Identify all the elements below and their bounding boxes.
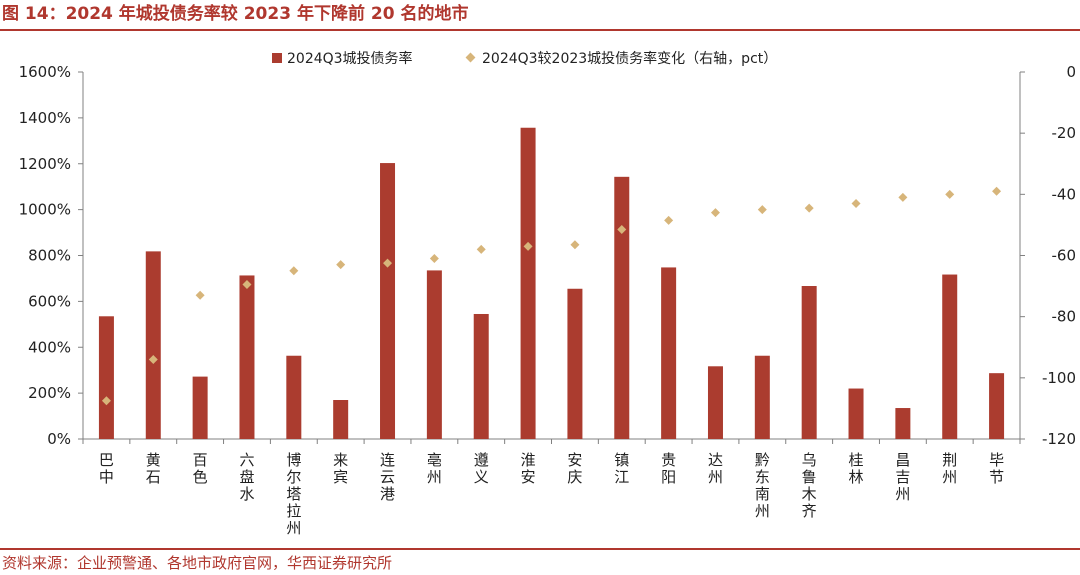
category-label: 遵义	[474, 451, 489, 486]
category-label: 淮安	[521, 451, 536, 486]
diamond-marker	[664, 215, 674, 225]
diamond-marker	[336, 260, 346, 270]
marker-series	[101, 186, 1002, 406]
category-label: 桂林	[849, 451, 864, 486]
bar-series	[98, 127, 1005, 439]
legend-marker-label: 2024Q3较2023城投债务率变化（右轴，pct）	[482, 50, 777, 67]
diamond-marker	[476, 244, 486, 254]
category-label: 黔东南州	[755, 451, 770, 520]
category-label: 安庆	[567, 451, 582, 486]
left-tick-label: 1400%	[19, 109, 71, 127]
diamond-marker	[289, 266, 299, 276]
source-note: 资料来源：企业预警通、各地市政府官网，华西证券研究所	[2, 554, 393, 572]
bar	[286, 355, 302, 439]
category-label: 毕节	[989, 451, 1004, 486]
category-label: 昌吉州	[895, 451, 910, 503]
legend-marker-swatch	[465, 52, 476, 63]
bar	[895, 408, 911, 439]
right-tick-label: -40	[1052, 185, 1077, 203]
bar	[473, 313, 489, 439]
bar	[614, 176, 630, 439]
diamond-marker	[710, 208, 720, 218]
bar	[754, 355, 770, 439]
diamond-marker	[242, 280, 252, 290]
bar	[567, 288, 583, 439]
category-label: 镇江	[614, 451, 629, 486]
diamond-marker	[898, 192, 908, 202]
diamond-marker	[992, 186, 1002, 196]
bar	[426, 270, 442, 439]
category-label: 荆州	[942, 451, 957, 486]
left-tick-label: 800%	[28, 247, 71, 265]
right-tick-label: -120	[1042, 430, 1076, 448]
chart-title: 图 14：2024 年城投债务率较 2023 年下降前 20 名的地市	[2, 4, 469, 24]
bar	[239, 275, 255, 439]
left-tick-label: 1200%	[19, 155, 71, 173]
diamond-marker	[523, 241, 533, 251]
category-label: 亳州	[427, 451, 442, 486]
diamond-marker	[804, 203, 814, 213]
diamond-marker	[570, 240, 580, 250]
category-label: 来宾	[333, 451, 348, 486]
bar-scatter-chart: 2024Q3城投债务率 2024Q3较2023城投债务率变化（右轴，pct） 0…	[19, 50, 1076, 537]
category-label: 乌鲁木齐	[802, 451, 817, 520]
diamond-marker	[757, 205, 767, 215]
bar	[333, 400, 349, 439]
diamond-marker	[851, 199, 861, 209]
left-tick-label: 600%	[28, 292, 71, 310]
legend-bar-label: 2024Q3城投债务率	[287, 50, 413, 67]
diamond-marker	[148, 354, 158, 364]
left-tick-label: 1000%	[19, 201, 71, 219]
bar	[707, 366, 723, 439]
category-label: 博尔塔拉州	[286, 451, 301, 537]
category-label: 六盘水	[239, 451, 254, 503]
bar	[989, 373, 1005, 439]
diamond-marker	[383, 258, 393, 268]
category-label: 黄石	[146, 451, 161, 486]
bottom-divider	[0, 548, 1080, 550]
left-tick-label: 400%	[28, 338, 71, 356]
diamond-marker	[101, 396, 111, 406]
diamond-marker	[195, 290, 205, 300]
right-tick-label: -100	[1042, 369, 1076, 387]
category-label: 巴中	[99, 451, 114, 486]
axes: 0% 200% 400% 600% 800% 1000% 1200% 1400% 1600% 0 -…	[19, 63, 1076, 448]
bar	[520, 127, 536, 439]
category-label: 达州	[708, 451, 723, 486]
bar	[98, 316, 114, 439]
right-tick-label: -20	[1052, 124, 1077, 142]
bar	[801, 286, 817, 439]
left-tick-label: 200%	[28, 384, 71, 402]
bar	[192, 376, 208, 439]
bar	[848, 388, 864, 439]
legend: 2024Q3城投债务率 2024Q3较2023城投债务率变化（右轴，pct）	[272, 50, 777, 67]
left-tick-label: 0%	[47, 430, 71, 448]
right-tick-label: -80	[1052, 308, 1077, 326]
legend-bar-swatch	[272, 53, 282, 63]
diamond-marker	[945, 189, 955, 199]
bar	[145, 251, 161, 439]
top-divider	[0, 29, 1080, 31]
bar	[661, 267, 677, 439]
category-label: 贵阳	[661, 451, 676, 486]
bar	[380, 163, 396, 439]
bar	[942, 274, 958, 439]
left-tick-label: 1600%	[19, 63, 71, 81]
category-label: 连云港	[380, 451, 395, 503]
diamond-marker	[617, 225, 627, 235]
diamond-marker	[429, 254, 439, 264]
right-tick-label: 0	[1066, 63, 1076, 81]
category-label: 百色	[193, 451, 208, 486]
right-tick-label: -60	[1052, 247, 1077, 265]
